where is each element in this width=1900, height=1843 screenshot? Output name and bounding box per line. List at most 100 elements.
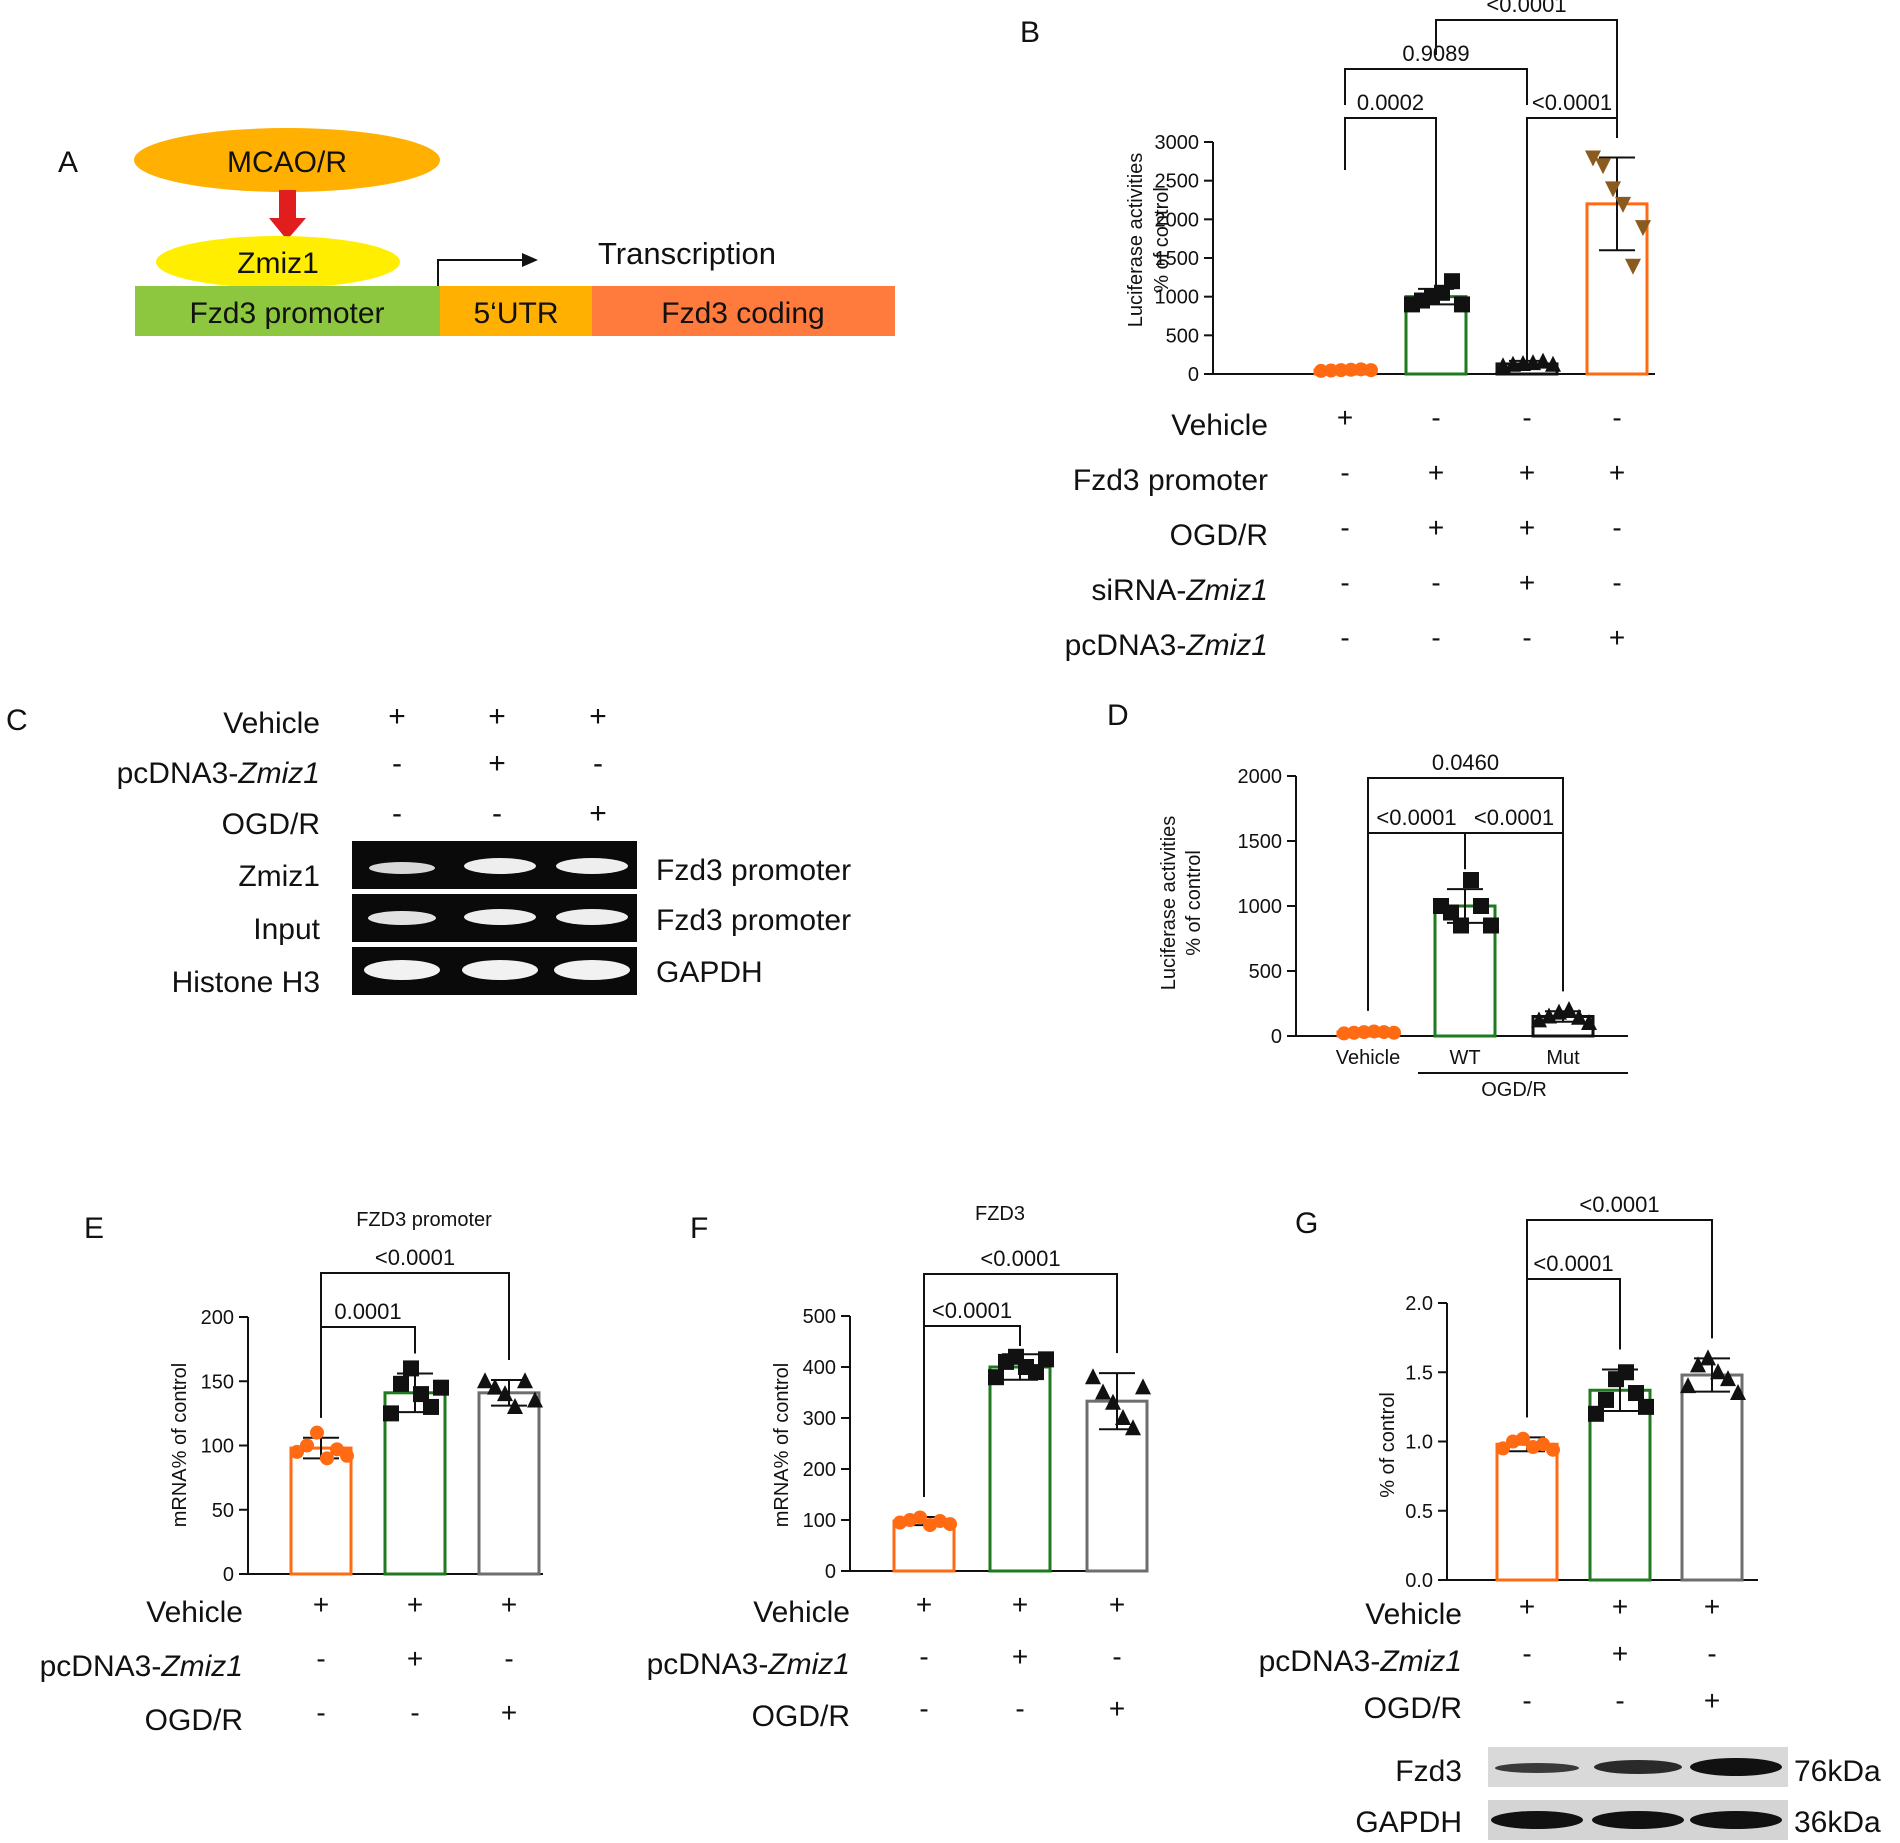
data-point <box>1635 220 1651 237</box>
data-point <box>1615 196 1631 213</box>
data-point <box>1638 1398 1654 1415</box>
y-tick-label: 500 <box>803 1306 836 1328</box>
data-point <box>1354 362 1368 377</box>
c-row-label-pcdna3: pcDNA3-Zmiz1 <box>117 757 320 790</box>
data-point <box>1125 1419 1141 1436</box>
significance-label: <0.0001 <box>1474 805 1554 830</box>
significance-bracket <box>320 1272 510 1418</box>
data-point <box>1377 1025 1391 1040</box>
condition-mark: - <box>1431 567 1440 598</box>
c-row-label-pcdna3-prefix: pcDNA3- <box>117 757 239 790</box>
condition-mark: - <box>1522 622 1531 653</box>
condition-mark: + <box>1109 1589 1125 1620</box>
condition-row-label: Vehicle <box>753 1596 850 1629</box>
c-mark: - <box>392 797 402 830</box>
c-mark: + <box>488 700 506 733</box>
data-point <box>1454 296 1470 313</box>
blot-label-fzd3: Fzd3 <box>1395 1755 1462 1788</box>
gel-band <box>369 862 435 874</box>
condition-row-label: pcDNA3-Zmiz1 <box>1259 1645 1462 1678</box>
transcription-arrow-icon <box>522 253 538 267</box>
chart-d-category-label: WT <box>1449 1047 1480 1069</box>
coding-label: Fzd3 coding <box>661 297 824 330</box>
condition-mark: - <box>1522 1638 1531 1669</box>
gel-left-label-input: Input <box>253 913 320 946</box>
y-tick-label: 1000 <box>1238 896 1283 918</box>
data-point <box>1115 1409 1131 1425</box>
blot-label-gapdh: GAPDH <box>1355 1806 1462 1839</box>
utr-label: 5‘UTR <box>473 297 558 330</box>
data-point <box>1710 1363 1726 1380</box>
condition-mark: - <box>1340 457 1349 488</box>
condition-mark: + <box>1704 1591 1720 1622</box>
data-point <box>477 1372 493 1389</box>
c-row-label-pcdna3-gene: Zmiz1 <box>237 757 320 790</box>
condition-mark: - <box>1431 622 1440 653</box>
data-point <box>403 1360 419 1377</box>
gel-band <box>464 909 536 925</box>
chart-g-ylabel: % of control <box>1377 1392 1399 1498</box>
condition-mark: - <box>1707 1638 1716 1669</box>
data-point <box>1720 1370 1736 1387</box>
condition-row-label-gene: Zmiz1 <box>767 1648 850 1681</box>
condition-row-label-text: pcDNA3- <box>40 1650 162 1683</box>
panel-label-c: C <box>6 704 28 737</box>
bar <box>477 1391 541 1576</box>
condition-mark: + <box>1612 1591 1628 1622</box>
blot-band <box>1594 1760 1682 1774</box>
data-point <box>1700 1349 1716 1366</box>
data-point <box>988 1369 1004 1386</box>
zmiz1-label: Zmiz1 <box>237 247 319 280</box>
condition-row-label: Vehicle <box>146 1596 243 1629</box>
gel-left-label-histone: Histone H3 <box>172 966 320 999</box>
data-point <box>1546 1442 1560 1457</box>
condition-row-label-text: Vehicle <box>1365 1598 1462 1631</box>
significance-label: 0.0460 <box>1432 750 1499 775</box>
condition-row-label-text: pcDNA3- <box>1065 629 1187 662</box>
chart-d: Luciferase activities % of control Vehic… <box>1158 750 1628 1101</box>
condition-mark: + <box>1519 457 1535 488</box>
condition-row-label-text: Vehicle <box>753 1596 850 1629</box>
y-tick-label: 0.5 <box>1405 1501 1433 1523</box>
significance-bracket <box>1526 117 1618 360</box>
condition-mark: + <box>501 1589 517 1620</box>
data-point <box>1535 352 1551 369</box>
data-point <box>1387 1025 1401 1040</box>
blot-size-gapdh: 36kDa <box>1794 1806 1881 1839</box>
chart-b-condition-rows: Vehicle + - - - Fzd3 promoter - + + + OGD/R - + + - siR… <box>1065 402 1626 662</box>
significance-bracket <box>1344 68 1528 105</box>
y-tick-label: 1000 <box>1155 287 1200 309</box>
y-tick-label: 1.0 <box>1405 1432 1433 1454</box>
data-point <box>1463 872 1479 888</box>
data-point <box>1588 1405 1604 1422</box>
significance-label: <0.0001 <box>1532 90 1612 115</box>
significance-label: <0.0001 <box>932 1298 1012 1323</box>
c-row-label-vehicle: Vehicle <box>223 707 320 740</box>
data-point <box>1680 1377 1696 1394</box>
blot-band <box>1495 1763 1579 1773</box>
condition-mark: - <box>1340 512 1349 543</box>
data-point <box>383 1405 399 1422</box>
data-point <box>1595 158 1611 175</box>
data-point <box>393 1375 409 1392</box>
data-point <box>1625 258 1641 275</box>
panel-a-diagram: MCAO/R Zmiz1 Fzd3 promoter 5‘UTR Fzd3 co… <box>134 128 895 336</box>
significance-label: <0.0001 <box>1579 1192 1659 1217</box>
significance-bracket <box>923 1273 1118 1497</box>
panel-g-blot: Fzd3 GAPDH 76kDa 36kDa <box>1355 1747 1881 1840</box>
y-tick-label: 2.0 <box>1405 1293 1433 1315</box>
significance-bracket <box>923 1325 1021 1497</box>
gel-band <box>462 960 538 980</box>
data-point <box>913 1510 927 1525</box>
condition-row-label-gene: Zmiz1 <box>1185 629 1268 662</box>
significance-label: <0.0001 <box>1486 0 1566 17</box>
y-tick-label: 0 <box>1271 1026 1282 1048</box>
condition-mark: + <box>916 1589 932 1620</box>
data-point <box>1324 363 1338 378</box>
coding-box <box>592 286 895 336</box>
c-mark: - <box>392 747 402 780</box>
condition-mark: + <box>407 1643 423 1674</box>
data-point <box>1095 1383 1111 1400</box>
data-point <box>1628 1385 1644 1402</box>
condition-mark: + <box>1519 567 1535 598</box>
